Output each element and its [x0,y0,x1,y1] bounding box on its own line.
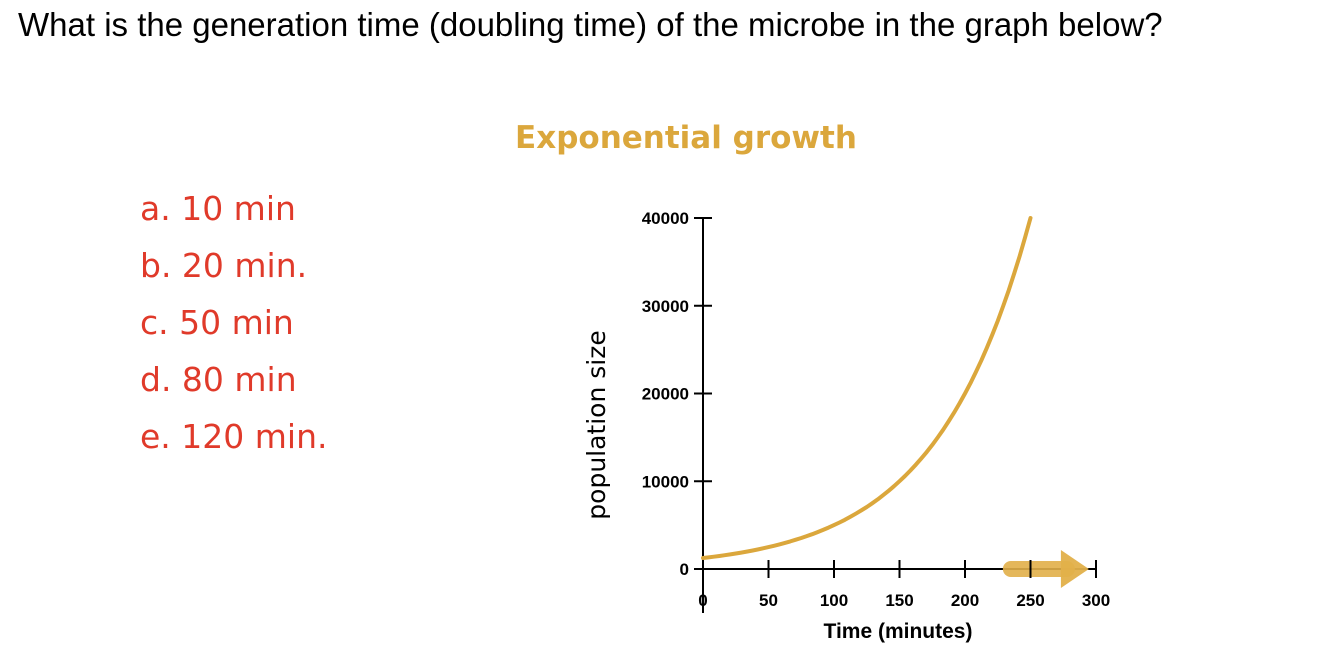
data-point [1029,216,1032,220]
option-c[interactable]: c. 50 min [140,303,294,342]
x-tick-label: 200 [951,591,979,610]
y-tick-label: 30000 [642,297,689,316]
x-axis-label: Time (minutes) [824,620,973,643]
x-tick-label: 150 [885,591,913,610]
time-arrow-head [1060,550,1089,588]
x-tick-label: 250 [1016,591,1044,610]
option-e[interactable]: e. 120 min. [140,417,328,456]
answer-options: a. 10 min b. 20 min. c. 50 min d. 80 min… [140,180,327,465]
y-tick-label: 40000 [642,209,689,228]
x-tick-label: 100 [820,591,848,610]
y-axis-label: population size [582,330,611,519]
x-tick-label: 0 [698,591,707,610]
time-arrow [1002,550,1089,588]
data-point [832,523,836,527]
chart-title: Exponential growth [515,120,857,156]
data-point [898,479,901,483]
question-text: What is the generation time (doubling ti… [18,6,1163,43]
y-tick-label: 0 [680,560,689,579]
option-d[interactable]: d. 80 min [140,360,297,399]
option-b[interactable]: b. 20 min. [140,246,308,285]
growth-curve [701,216,1033,560]
data-point [963,392,967,395]
x-tick-label: 300 [1082,591,1110,610]
option-a[interactable]: a. 10 min [140,189,296,228]
data-point [767,545,770,549]
x-tick-label: 50 [759,591,778,610]
data-point [701,556,705,560]
y-tick-label: 10000 [642,472,689,491]
y-tick-label: 20000 [642,385,689,404]
